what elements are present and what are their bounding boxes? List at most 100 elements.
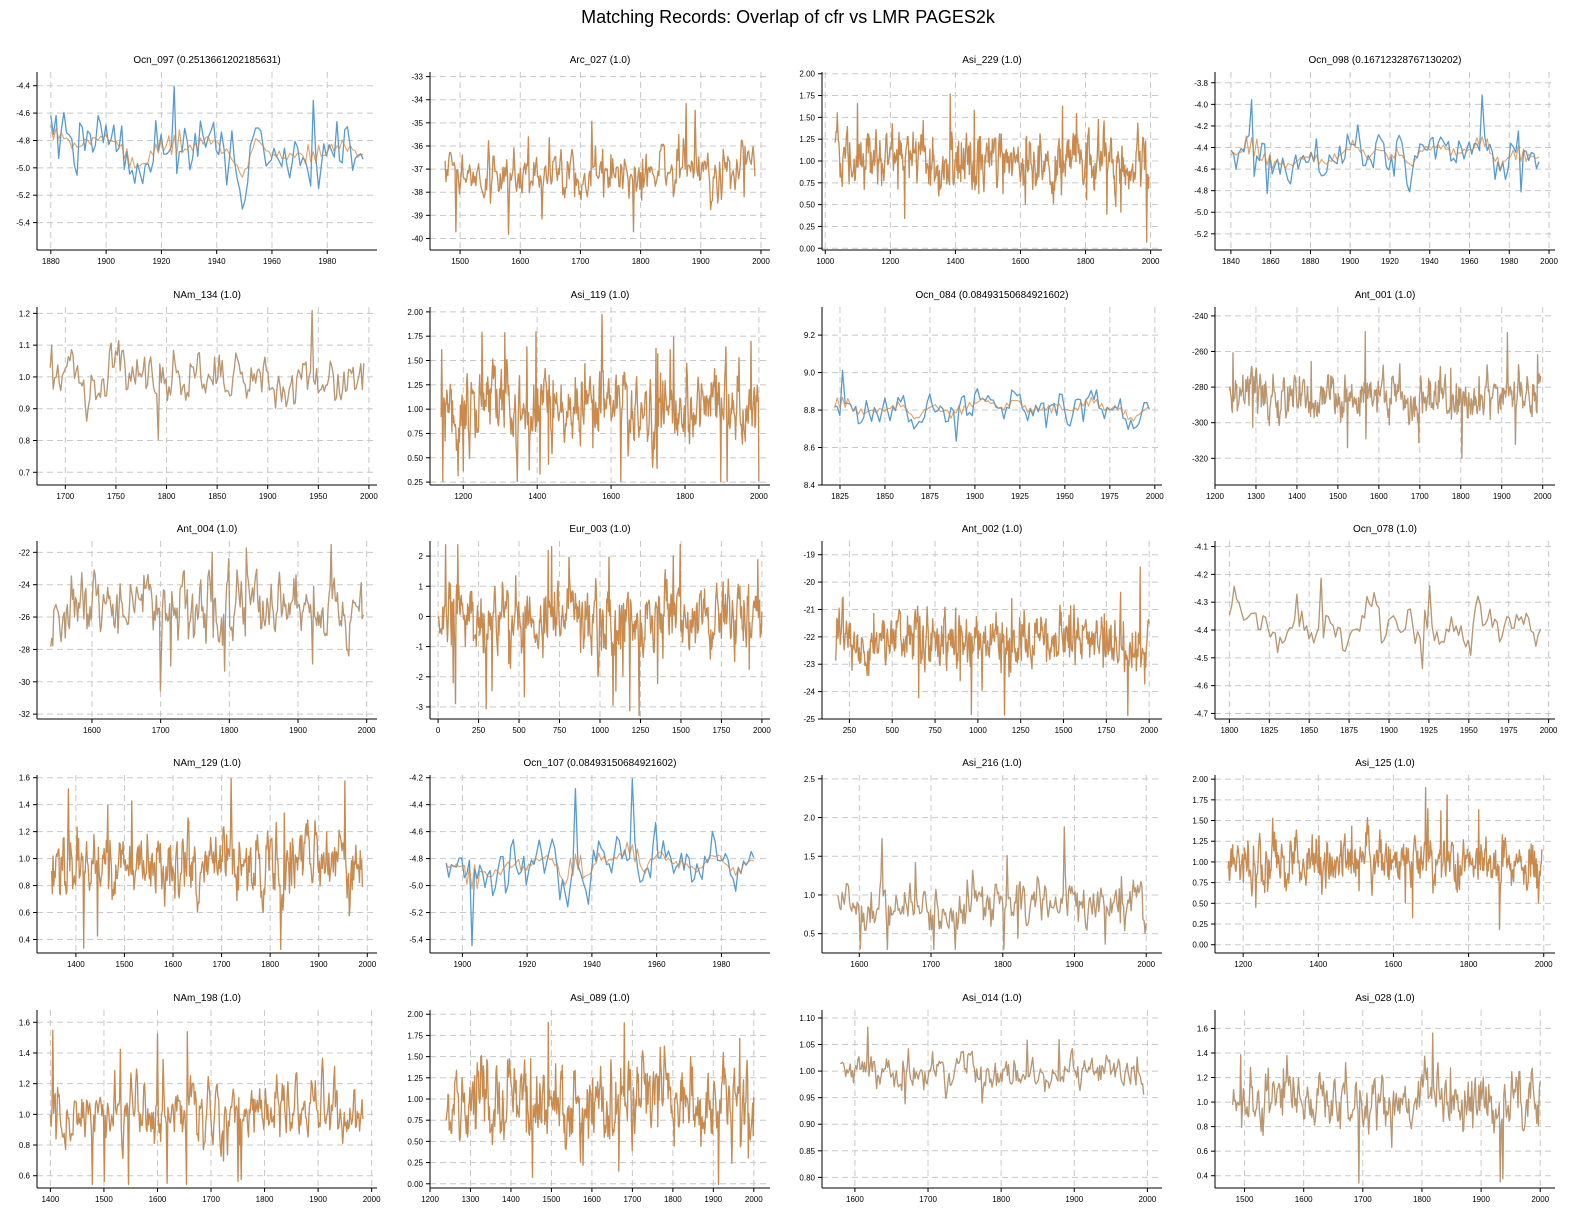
- y-tick-label: 0.50: [799, 201, 815, 210]
- y-tick-label: -39: [411, 211, 423, 220]
- y-tick-label: -33: [411, 73, 423, 82]
- y-tick-label: -4.7: [1194, 709, 1208, 718]
- y-tick-label: 8.6: [804, 444, 816, 453]
- x-tick-label: 250: [472, 726, 486, 735]
- x-tick-label: 1980: [713, 960, 731, 969]
- subplot-title: Ocn_097 (0.2513661202185631): [133, 55, 280, 66]
- x-tick-label: 1840: [1222, 257, 1240, 266]
- y-tick-label: -320: [1192, 454, 1209, 463]
- y-tick-label: -22: [18, 548, 30, 557]
- y-tick-label: -23: [803, 660, 815, 669]
- y-tick-label: -3.8: [1194, 79, 1208, 88]
- y-tick-label: 2.00: [407, 308, 423, 317]
- x-tick-label: 1925: [1011, 492, 1029, 501]
- y-tick-label: 1.4: [1197, 1049, 1209, 1058]
- y-tick-label: 0.8: [1197, 1123, 1209, 1132]
- x-tick-label: 1600: [846, 1195, 864, 1204]
- x-tick-label: 1975: [1500, 726, 1518, 735]
- x-tick-label: 1920: [152, 257, 170, 266]
- x-tick-label: 1700: [919, 1195, 937, 1204]
- y-tick-label: -5.4: [16, 219, 30, 228]
- y-tick-label: 0.95: [799, 1094, 815, 1103]
- x-tick-label: 1700: [213, 960, 231, 969]
- subplot-10: Eur_003 (1.0) 0 250 500 750 1000 1250 1500 1750 2…: [416, 524, 771, 735]
- x-tick-label: 1800: [1460, 960, 1478, 969]
- y-tick-label: 0.00: [407, 1180, 423, 1189]
- x-tick-label: 1900: [1065, 1195, 1083, 1204]
- x-tick-label: 1825: [1260, 726, 1278, 735]
- x-tick-label: 1000: [969, 726, 987, 735]
- series-line-lmr: [837, 826, 1147, 950]
- y-tick-label: 0.75: [407, 1116, 423, 1125]
- x-tick-label: 2000: [363, 1195, 381, 1204]
- y-tick-label: 0.90: [799, 1120, 815, 1129]
- x-tick-label: 1980: [318, 257, 336, 266]
- subplot-17: NAm_198 (1.0) 1400 1500 1600 1700 1800 1900 200…: [19, 993, 381, 1204]
- x-tick-label: 1200: [421, 1195, 439, 1204]
- x-tick-label: 1900: [309, 1195, 327, 1204]
- y-tick-label: 1.6: [19, 774, 31, 783]
- x-tick-label: 1400: [1309, 960, 1327, 969]
- x-tick-label: 1700: [202, 1195, 220, 1204]
- x-tick-label: 1800: [1452, 492, 1470, 501]
- y-tick-label: 0.00: [1192, 941, 1208, 950]
- y-tick-label: 8.8: [804, 406, 816, 415]
- x-tick-label: 1700: [1411, 492, 1429, 501]
- subplot-15: Asi_216 (1.0) 1600 1700 1800 1900 2000 0.5 1.0 1…: [804, 758, 1162, 969]
- x-tick-label: 1500: [95, 1195, 113, 1204]
- subplot-13: NAm_129 (1.0) 1400 1500 1600 1700 1800 1900 200…: [19, 758, 377, 969]
- x-tick-label: 1940: [1421, 257, 1439, 266]
- x-tick-label: 1700: [922, 960, 940, 969]
- y-tick-label: 1.2: [19, 1080, 31, 1089]
- x-tick-label: 1250: [632, 726, 650, 735]
- x-tick-label: 1860: [1262, 257, 1280, 266]
- x-tick-label: 1925: [1420, 726, 1438, 735]
- x-tick-label: 1800: [994, 960, 1012, 969]
- x-tick-label: 1800: [256, 1195, 274, 1204]
- x-tick-label: 1950: [1056, 492, 1074, 501]
- x-tick-label: 1880: [42, 257, 60, 266]
- subplot-title: Asi_229 (1.0): [962, 55, 1021, 66]
- y-tick-label: 1.00: [799, 1067, 815, 1076]
- x-tick-label: 1920: [1381, 257, 1399, 266]
- y-tick-label: 0.8: [19, 1141, 31, 1150]
- series-line-lmr: [51, 778, 363, 950]
- x-tick-label: 2000: [1138, 1195, 1156, 1204]
- subplot-11: Ant_002 (1.0) 250 500 750 1000 1250 1500 1750 20…: [803, 524, 1162, 735]
- y-tick-label: -34: [411, 96, 423, 105]
- subplot-6: Asi_119 (1.0) 1200 1400 1600 1800 2000 0.25 0.5…: [407, 290, 770, 501]
- subplot-7: Ocn_084 (0.08493150684921602) 1825 1850 187…: [804, 290, 1164, 501]
- x-tick-label: 1980: [1500, 257, 1518, 266]
- y-tick-label: 0.25: [799, 222, 815, 231]
- series-line-cfr: [835, 566, 1150, 717]
- y-tick-label: 1.00: [407, 1095, 423, 1104]
- subplot-12: Ocn_078 (1.0) 1800 1825 1850 1875 1900 1925 195…: [1194, 524, 1558, 735]
- x-tick-label: 1500: [1236, 1195, 1254, 1204]
- y-tick-label: 0.50: [407, 454, 423, 463]
- x-tick-label: 1500: [543, 1195, 561, 1204]
- series-line-lmr: [835, 566, 1150, 716]
- y-tick-label: -20: [803, 578, 815, 587]
- y-tick-label: 1.25: [799, 135, 815, 144]
- x-tick-label: 1800: [261, 960, 279, 969]
- x-tick-label: 750: [553, 726, 567, 735]
- y-tick-label: 0: [419, 612, 424, 621]
- x-tick-label: 1900: [1472, 1195, 1490, 1204]
- series-line-lmr: [444, 102, 756, 235]
- y-tick-label: -4.5: [1194, 654, 1208, 663]
- subplot-2: Arc_027 (1.0) 1500 1600 1700 1800 1900 2000 -40…: [411, 55, 770, 266]
- x-tick-label: 1000: [591, 726, 609, 735]
- y-tick-label: -25: [803, 715, 815, 724]
- subplot-title: Arc_027 (1.0): [570, 55, 631, 66]
- x-tick-label: 1600: [850, 960, 868, 969]
- subplot-3: Asi_229 (1.0) 1000 1200 1400 1600 1800 2000 0.0…: [799, 55, 1162, 266]
- y-tick-label: -24: [803, 688, 815, 697]
- x-tick-label: 1000: [816, 257, 834, 266]
- series-line-lmr: [49, 1029, 364, 1185]
- y-tick-label: -5.0: [409, 882, 423, 891]
- y-tick-label: 1.50: [1192, 817, 1208, 826]
- y-tick-label: 1.10: [799, 1014, 815, 1023]
- y-tick-label: -4.4: [1194, 144, 1208, 153]
- y-tick-label: 1.4: [19, 1049, 31, 1058]
